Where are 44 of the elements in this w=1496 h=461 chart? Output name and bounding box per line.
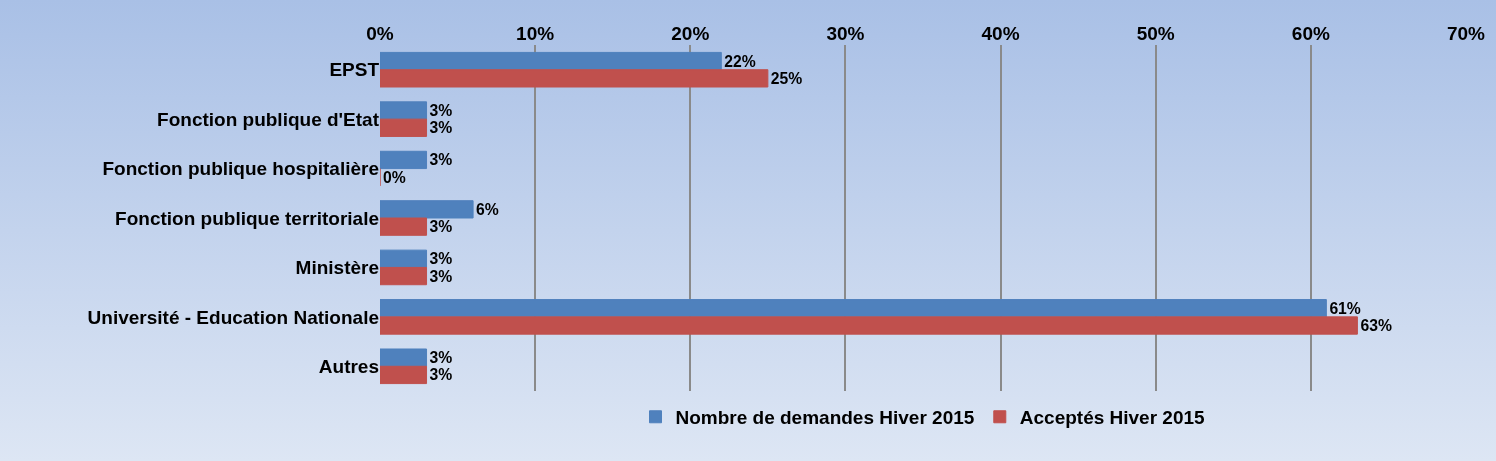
legend-label: Acceptés Hiver 2015: [1019, 407, 1206, 429]
x-tick-label: 60%: [1291, 23, 1330, 45]
bar: [380, 69, 769, 88]
data-label: 25%: [770, 69, 803, 87]
data-label: 3%: [429, 119, 453, 137]
x-tick-label: 50%: [1136, 23, 1175, 45]
bar: [380, 348, 428, 367]
legend-label: Nombre de demandes Hiver 2015: [675, 407, 975, 429]
bar: [380, 299, 1327, 318]
x-tick-label: 20%: [671, 23, 710, 45]
bar: [380, 51, 722, 71]
x-tick-label: 10%: [516, 23, 555, 45]
data-label: 3%: [429, 366, 453, 384]
bar: [380, 200, 474, 219]
x-tick-label: 70%: [1446, 23, 1486, 45]
data-label: 3%: [429, 151, 453, 169]
data-label: 22%: [724, 52, 756, 70]
y-tick-label: Fonction publique d'Etat: [157, 108, 380, 130]
y-tick-label: Ministère: [295, 257, 379, 279]
y-tick-label: Autres: [318, 355, 379, 377]
data-label: 3%: [429, 101, 453, 119]
data-label: 61%: [1329, 299, 1361, 317]
bar: [380, 101, 428, 120]
bar: [380, 266, 428, 286]
data-label: 3%: [429, 250, 453, 268]
bar: [380, 118, 428, 137]
data-label: 3%: [429, 267, 453, 285]
data-label: 3%: [429, 349, 453, 367]
y-tick-label: EPST: [329, 59, 380, 81]
x-tick-label: 0%: [366, 23, 394, 45]
data-label: 3%: [429, 218, 453, 236]
data-label: 0%: [383, 168, 406, 186]
data-label: 6%: [476, 200, 499, 218]
bar: [380, 150, 428, 170]
y-tick-label: Fonction publique hospitalière: [102, 158, 379, 180]
bar: [380, 316, 1358, 335]
bar: [380, 249, 428, 268]
x-tick-label: 40%: [981, 23, 1020, 45]
x-tick-label: 30%: [826, 23, 865, 45]
bar: [380, 365, 428, 385]
y-tick-label: Université - Education Nationale: [87, 306, 379, 328]
y-tick-label: Fonction publique territoriale: [115, 207, 379, 229]
bar: [380, 217, 428, 236]
data-label: 63%: [1360, 317, 1392, 335]
